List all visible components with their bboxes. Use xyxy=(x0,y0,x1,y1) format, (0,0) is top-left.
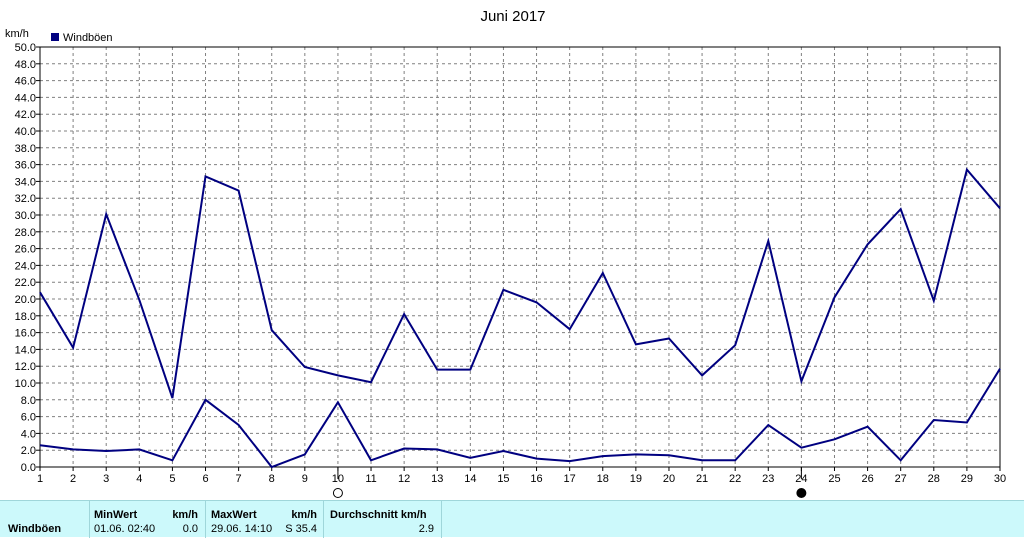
y-tick-label: 28.0 xyxy=(15,227,36,239)
y-tick-label: 12.0 xyxy=(15,361,36,373)
x-tick-label: 2 xyxy=(70,473,76,485)
x-tick-label: 18 xyxy=(597,473,609,485)
stats-label-cell: Windböen xyxy=(0,501,90,538)
x-tick-label: 23 xyxy=(762,473,774,485)
max-header: MaxWert xyxy=(211,509,257,521)
legend-swatch xyxy=(51,33,59,41)
x-tick-label: 26 xyxy=(861,473,873,485)
y-tick-label: 16.0 xyxy=(15,328,36,340)
series-layer xyxy=(39,167,1001,469)
full-moon-icon xyxy=(332,488,343,498)
y-tick-label: 44.0 xyxy=(15,92,36,104)
plot-frame xyxy=(39,46,1001,468)
stats-row-label: Windböen xyxy=(8,523,62,535)
x-tick-label: 3 xyxy=(103,473,109,485)
y-tick-label: 40.0 xyxy=(15,126,36,138)
stats-avg-cell: Durchschnitt km/h 2.9 xyxy=(324,501,442,538)
x-tick-label: 21 xyxy=(696,473,708,485)
moon-markers xyxy=(332,467,807,498)
y-tick-label: 46.0 xyxy=(15,76,36,88)
x-tick-label: 6 xyxy=(202,473,208,485)
x-tick-label: 29 xyxy=(961,473,973,485)
x-tick-label: 4 xyxy=(136,473,142,485)
min-time: 01.06. 02:40 xyxy=(94,523,156,535)
y-tick-label: 24.0 xyxy=(15,260,36,272)
min-unit-header: km/h xyxy=(172,509,198,521)
y-axis-ticks: 0.0 2.0 4.0 6.0 8.0 10.0 12.0 14.0 16.0 18.0 20.0 2… xyxy=(15,42,40,474)
x-axis-ticks: 1 2 3 4 5 6 7 8 9 10 11 12 13 14 15 16 17 18 19 20 21 22 23 24 2… xyxy=(37,467,1006,485)
x-tick-label: 30 xyxy=(994,473,1006,485)
y-tick-label: 30.0 xyxy=(15,210,36,222)
y-tick-label: 2.0 xyxy=(21,445,36,457)
y-tick-label: 32.0 xyxy=(15,193,36,205)
y-tick-label: 22.0 xyxy=(15,277,36,289)
y-tick-label: 18.0 xyxy=(15,311,36,323)
y-tick-label: 20.0 xyxy=(15,294,36,306)
x-tick-label: 17 xyxy=(564,473,576,485)
y-tick-label: 8.0 xyxy=(21,395,36,407)
x-tick-label: 11 xyxy=(365,473,376,485)
x-tick-label: 20 xyxy=(663,473,675,485)
stats-max-cell: MaxWert km/h 29.06. 14:10 S 35.4 xyxy=(206,501,324,538)
y-tick-label: 10.0 xyxy=(15,378,36,390)
x-tick-label: 15 xyxy=(497,473,509,485)
y-tick-label: 48.0 xyxy=(15,59,36,71)
grid xyxy=(40,47,1000,467)
x-tick-label: 28 xyxy=(928,473,940,485)
wind-gust-chart: Juni 2017 km/h Windböen 0.0 2.0 4.0 6.0 8.0 1… xyxy=(5,8,1006,498)
x-tick-label: 22 xyxy=(729,473,741,485)
chart-title: Juni 2017 xyxy=(480,8,545,25)
new-moon-icon xyxy=(796,488,807,498)
x-tick-label: 1 xyxy=(37,473,43,485)
stats-table: Windböen MinWert km/h 01.06. 02:40 0.0 M… xyxy=(0,500,1024,538)
max-value: S 35.4 xyxy=(285,523,317,535)
y-tick-label: 14.0 xyxy=(15,344,36,356)
x-tick-label: 14 xyxy=(464,473,476,485)
y-tick-label: 36.0 xyxy=(15,160,36,172)
y-tick-label: 0.0 xyxy=(21,462,36,474)
y-axis-unit: km/h xyxy=(5,28,29,40)
x-tick-label: 5 xyxy=(169,473,175,485)
y-tick-label: 4.0 xyxy=(21,428,36,440)
x-tick-label: 12 xyxy=(398,473,410,485)
avg-header: Durchschnitt km/h xyxy=(330,509,427,521)
y-tick-label: 6.0 xyxy=(21,412,36,424)
x-tick-label: 25 xyxy=(828,473,840,485)
min-value: 0.0 xyxy=(182,523,198,535)
y-tick-label: 34.0 xyxy=(15,176,36,188)
min-header: MinWert xyxy=(94,509,138,521)
avg-value: 2.9 xyxy=(418,523,434,535)
x-tick-label: 13 xyxy=(431,473,443,485)
y-tick-label: 42.0 xyxy=(15,109,36,121)
x-tick-label: 9 xyxy=(302,473,308,485)
y-tick-label: 50.0 xyxy=(15,42,36,54)
x-tick-label: 27 xyxy=(895,473,907,485)
y-tick-label: 26.0 xyxy=(15,244,36,256)
series-line-daily-maximum xyxy=(39,167,1001,399)
x-tick-label: 8 xyxy=(269,473,275,485)
max-unit-header: km/h xyxy=(291,509,317,521)
x-tick-label: 16 xyxy=(530,473,542,485)
x-tick-label: 19 xyxy=(630,473,642,485)
stats-min-cell: MinWert km/h 01.06. 02:40 0.0 xyxy=(90,501,206,538)
y-tick-label: 38.0 xyxy=(15,143,36,155)
max-time: 29.06. 14:10 xyxy=(211,523,273,535)
legend-label: Windböen xyxy=(63,32,113,44)
series-line-daily-average xyxy=(39,368,1001,469)
x-tick-label: 7 xyxy=(236,473,242,485)
